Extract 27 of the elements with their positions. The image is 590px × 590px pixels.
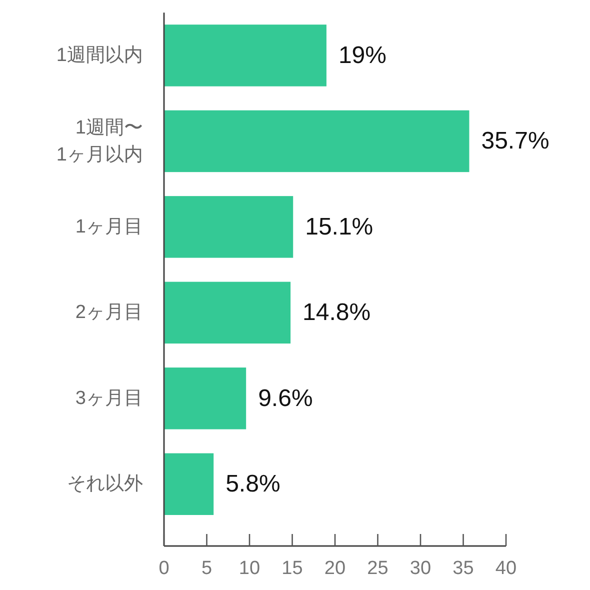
x-tick-label: 30 xyxy=(410,558,432,579)
x-tick-label: 0 xyxy=(158,558,170,579)
bar xyxy=(164,453,214,515)
data-label: 19% xyxy=(338,42,386,69)
y-tick-label: 1週間以内 xyxy=(56,44,143,66)
x-tick-label: 20 xyxy=(324,558,346,579)
y-tick-label: 1週間〜 1ヶ月以内 xyxy=(56,117,143,166)
x-tick-label: 35 xyxy=(452,558,474,579)
y-tick-label: 2ヶ月目 xyxy=(75,302,143,324)
data-label: 14.8% xyxy=(302,299,371,326)
bar xyxy=(164,24,326,86)
y-tick-label: それ以外 xyxy=(67,474,143,495)
y-tick-label: 3ヶ月目 xyxy=(75,388,143,409)
bar xyxy=(164,196,294,258)
x-tick-label: 40 xyxy=(495,558,517,579)
y-tick-label: 1ヶ月目 xyxy=(75,216,143,238)
x-tick-label: 5 xyxy=(201,558,212,579)
data-label: 15.1% xyxy=(305,213,374,240)
x-tick-label: 15 xyxy=(282,558,303,579)
data-label: 35.7% xyxy=(481,128,550,155)
data-label: 9.6% xyxy=(258,384,313,412)
x-tick-label: 25 xyxy=(367,558,388,579)
bar xyxy=(164,282,291,344)
x-tick-label: 10 xyxy=(238,558,260,579)
bar xyxy=(164,368,246,430)
data-label: 5.8% xyxy=(226,470,280,498)
bar xyxy=(164,110,470,172)
